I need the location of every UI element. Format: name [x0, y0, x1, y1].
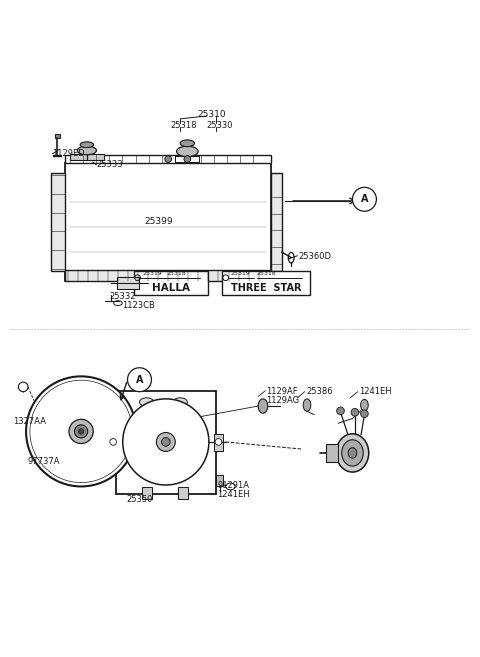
- Bar: [55, 134, 60, 138]
- Polygon shape: [138, 444, 156, 473]
- Text: 25399: 25399: [144, 217, 173, 226]
- Bar: [216, 475, 223, 486]
- Polygon shape: [42, 396, 79, 419]
- Bar: [142, 487, 153, 499]
- Circle shape: [351, 409, 359, 416]
- Text: 1129AF: 1129AF: [266, 387, 298, 396]
- Circle shape: [360, 410, 368, 417]
- Polygon shape: [165, 404, 173, 434]
- Text: 25319: 25319: [230, 271, 250, 277]
- Ellipse shape: [303, 399, 311, 411]
- Text: 1241EH: 1241EH: [359, 387, 391, 396]
- Text: 25333: 25333: [96, 160, 123, 170]
- Circle shape: [74, 425, 88, 438]
- Polygon shape: [33, 419, 72, 428]
- Text: A: A: [360, 194, 368, 204]
- Polygon shape: [72, 442, 85, 480]
- Text: 25350: 25350: [126, 495, 153, 505]
- Circle shape: [184, 156, 191, 162]
- Bar: [65, 164, 271, 281]
- Polygon shape: [35, 428, 68, 455]
- Ellipse shape: [360, 399, 368, 411]
- Text: 25318: 25318: [166, 271, 186, 277]
- Polygon shape: [87, 442, 127, 457]
- Ellipse shape: [140, 397, 154, 407]
- Polygon shape: [143, 408, 167, 431]
- Bar: [271, 173, 282, 271]
- Text: 25386: 25386: [306, 387, 333, 396]
- Text: 25360D: 25360D: [299, 252, 331, 261]
- Text: A: A: [136, 374, 143, 385]
- Polygon shape: [171, 450, 202, 460]
- Text: 25318: 25318: [170, 121, 197, 130]
- Polygon shape: [91, 384, 100, 424]
- Bar: [178, 487, 188, 499]
- Text: HALLA: HALLA: [152, 283, 190, 293]
- Bar: [117, 277, 139, 289]
- Circle shape: [156, 432, 175, 451]
- Text: 25319: 25319: [143, 271, 162, 277]
- Text: 1129ED: 1129ED: [52, 149, 85, 158]
- Polygon shape: [50, 436, 69, 474]
- Polygon shape: [176, 430, 204, 446]
- Bar: [175, 156, 199, 162]
- Text: 1241EH: 1241EH: [217, 490, 250, 499]
- Ellipse shape: [173, 397, 187, 407]
- Circle shape: [165, 156, 171, 162]
- Bar: [116, 391, 216, 493]
- Bar: [70, 154, 104, 160]
- Text: 1327AA: 1327AA: [12, 417, 46, 426]
- Bar: [51, 173, 65, 271]
- Polygon shape: [93, 420, 130, 438]
- Circle shape: [18, 382, 28, 392]
- Circle shape: [336, 407, 344, 415]
- Polygon shape: [159, 450, 167, 480]
- Polygon shape: [64, 384, 86, 419]
- Polygon shape: [176, 411, 193, 440]
- Circle shape: [78, 428, 84, 434]
- Bar: [326, 444, 338, 462]
- Circle shape: [26, 376, 136, 486]
- Ellipse shape: [177, 146, 198, 156]
- Ellipse shape: [336, 434, 369, 472]
- Text: 1129AG: 1129AG: [266, 396, 300, 405]
- Text: 25310: 25310: [197, 110, 226, 118]
- Ellipse shape: [288, 252, 294, 263]
- Bar: [214, 434, 223, 451]
- Circle shape: [123, 399, 209, 485]
- Text: 25332: 25332: [110, 292, 136, 301]
- Bar: [134, 271, 208, 295]
- Ellipse shape: [80, 142, 94, 148]
- Circle shape: [352, 187, 376, 212]
- Text: 97737A: 97737A: [27, 457, 60, 466]
- Circle shape: [161, 438, 170, 446]
- Bar: [65, 155, 271, 164]
- Circle shape: [110, 439, 117, 445]
- Ellipse shape: [258, 399, 268, 413]
- Text: 25318: 25318: [257, 271, 276, 277]
- Ellipse shape: [77, 146, 96, 155]
- Polygon shape: [128, 438, 156, 455]
- Bar: [108, 434, 118, 451]
- Bar: [222, 271, 311, 295]
- Circle shape: [128, 368, 152, 392]
- Bar: [65, 270, 271, 281]
- Text: THREE  STAR: THREE STAR: [231, 283, 301, 293]
- Ellipse shape: [348, 447, 357, 458]
- Polygon shape: [165, 453, 189, 476]
- Text: 1123CB: 1123CB: [122, 301, 155, 310]
- Circle shape: [215, 439, 222, 445]
- Polygon shape: [80, 445, 110, 475]
- Polygon shape: [95, 397, 121, 431]
- Text: 91291A: 91291A: [217, 480, 250, 489]
- Ellipse shape: [342, 440, 363, 466]
- Polygon shape: [130, 424, 160, 434]
- Circle shape: [69, 419, 93, 443]
- Text: 25330: 25330: [206, 121, 233, 130]
- Ellipse shape: [180, 140, 194, 147]
